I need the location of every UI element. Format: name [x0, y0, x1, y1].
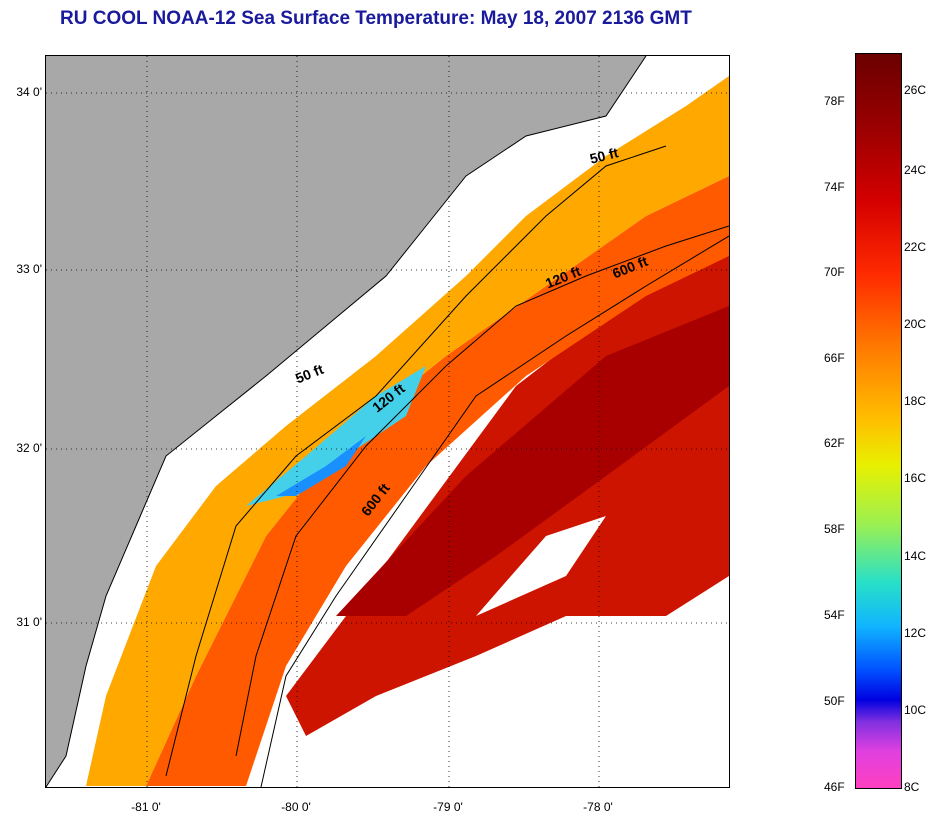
colorbar-c-label: 8C — [904, 780, 920, 794]
colorbar-c-label: 10C — [904, 703, 927, 717]
lon-label-79: -79 0' — [433, 800, 463, 814]
contour-600ft — [260, 235, 729, 787]
contour-120ft — [235, 225, 729, 757]
lat-label-33: 33 0' — [16, 262, 42, 276]
colorbar-f-label: 46F — [824, 780, 845, 794]
colorbar-c-label: 22C — [904, 240, 927, 254]
colorbar-c-label: 20C — [904, 317, 927, 331]
colorbar-f-label: 70F — [824, 265, 845, 279]
lat-label-32: 32 0' — [16, 441, 42, 455]
colorbar-c-label: 12C — [904, 626, 927, 640]
colorbar-f-label: 74F — [824, 180, 845, 194]
colorbar-f-label: 58F — [824, 522, 845, 536]
colorbar-c-label: 24C — [904, 163, 927, 177]
map-title: RU COOL NOAA-12 Sea Surface Temperature:… — [60, 8, 692, 29]
inner-shelf-region — [86, 76, 729, 786]
coastline — [46, 56, 647, 787]
colorbar-f-label: 54F — [824, 608, 845, 622]
colorbar-c-label: 18C — [904, 394, 927, 408]
cloud-patch — [476, 516, 606, 616]
colorbar-f-label: 66F — [824, 351, 845, 365]
contour-50ft — [165, 145, 667, 777]
cool-plume — [246, 366, 426, 506]
lat-label-34: 34 0' — [16, 85, 42, 99]
mid-shelf-region — [146, 176, 729, 786]
temperature-colorbar — [855, 53, 902, 789]
cloud-cover-south — [266, 596, 729, 787]
colorbar-c-label: 14C — [904, 549, 927, 563]
sst-map: 50 ft 120 ft 600 ft 50 ft 120 ft 600 ft — [45, 55, 730, 788]
land-area — [46, 56, 646, 787]
colorbar-c-label: 16C — [904, 471, 927, 485]
lat-label-31: 31 0' — [16, 615, 42, 629]
lon-label-78: -78 0' — [583, 800, 613, 814]
lon-label-80: -80 0' — [281, 800, 311, 814]
colorbar-f-label: 62F — [824, 436, 845, 450]
lon-label-81: -81 0' — [131, 800, 161, 814]
colorbar-c-label: 26C — [904, 83, 927, 97]
sst-map-canvas — [46, 56, 729, 787]
gulf-stream-core — [336, 306, 729, 616]
colorbar-f-label: 78F — [824, 94, 845, 108]
colorbar-f-label: 50F — [824, 694, 845, 708]
graticule — [46, 56, 729, 787]
